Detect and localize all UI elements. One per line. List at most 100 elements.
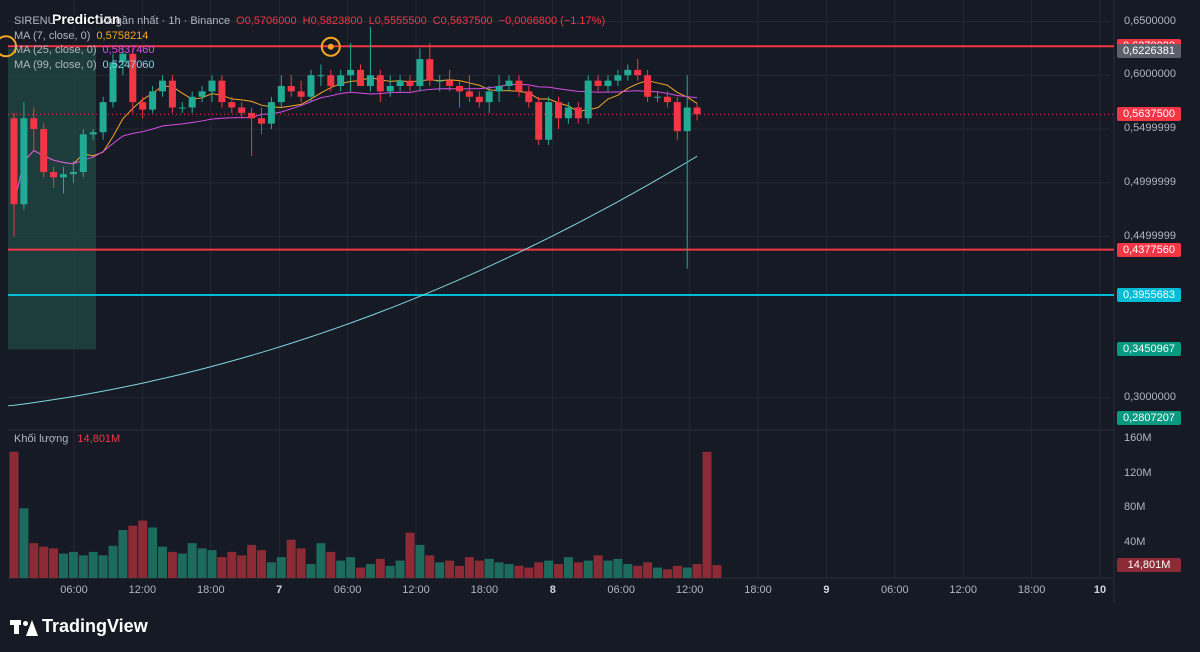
candle-body — [159, 80, 166, 92]
volume-bar — [336, 560, 346, 578]
candle-body — [604, 80, 612, 86]
volume-bar — [247, 544, 257, 578]
candle-body — [20, 118, 28, 205]
price-tag: 0,5637500 — [1117, 107, 1181, 122]
candle-body — [624, 69, 632, 76]
candle-body — [555, 102, 562, 119]
tradingview-logo-icon — [10, 618, 38, 636]
volume-bar — [375, 558, 385, 578]
volume-value: 14,801M — [77, 433, 121, 445]
event-marker-dot — [327, 43, 334, 50]
volume-bar — [603, 560, 613, 578]
indicator-ma25[interactable]: MA (25, close, 0) 0,5837460 — [14, 43, 605, 58]
time-axis-label: 06:00 — [881, 584, 909, 596]
ma25-line — [13, 83, 698, 205]
time-axis-label: 06:00 — [607, 584, 635, 596]
tradingview-logo[interactable]: TradingView — [10, 616, 148, 637]
volume-bar — [257, 550, 266, 578]
price-axis-label: 0,6000000 — [1124, 68, 1176, 81]
brand-text: TradingView — [42, 616, 148, 636]
volume-bar — [9, 451, 19, 578]
volume-bar — [494, 562, 504, 578]
candle-body — [109, 62, 117, 103]
volume-bar — [266, 562, 276, 578]
volume-bar — [692, 564, 702, 578]
volume-bar — [504, 564, 514, 578]
time-axis-label: 7 — [276, 584, 283, 596]
candle-body — [218, 80, 226, 103]
volume-bar — [455, 565, 464, 578]
price-axis-label: 0,5499999 — [1124, 122, 1176, 134]
time-axis-label: 12:00 — [675, 584, 704, 596]
interval-text: Giá gần nhất · 1h · Binance — [95, 15, 231, 27]
candle-body — [644, 75, 652, 97]
candle-body — [485, 91, 493, 103]
volume-bar — [435, 562, 445, 578]
candle-body — [40, 129, 48, 172]
volume-bar — [395, 560, 405, 578]
volume-bar — [108, 545, 118, 578]
candle-body — [119, 53, 127, 63]
volume-bar — [167, 551, 177, 578]
candle-body — [69, 172, 77, 175]
volume-bar — [633, 565, 643, 578]
volume-axis-label: 160M — [1124, 431, 1152, 444]
candle-body — [505, 80, 513, 86]
ohlc-change: −0,0066800 (−1.17%) — [498, 15, 606, 27]
time-axis-label: 12:00 — [128, 584, 157, 596]
volume-bar — [544, 560, 554, 578]
indicator-ma99[interactable]: MA (99, close, 0) 0,5247060 — [14, 58, 605, 73]
candle-body — [614, 75, 622, 81]
price-tag: 0,6226381 — [1117, 43, 1181, 58]
candle-body — [396, 80, 404, 86]
price-tag: 0,3450967 — [1117, 342, 1181, 357]
ohlc-high: H0,5823800 — [302, 15, 363, 27]
candle-body — [564, 107, 572, 119]
volume-bar — [484, 558, 494, 578]
candle-body — [208, 80, 216, 92]
candle-body — [357, 69, 364, 86]
time-axis-label: 18:00 — [744, 584, 772, 596]
volume-bar — [356, 567, 365, 578]
candle-body — [168, 80, 176, 108]
volume-bar — [623, 564, 633, 578]
candle-body — [406, 80, 414, 86]
time-axis-label: 06:00 — [60, 584, 88, 596]
volume-bar — [197, 548, 207, 578]
volume-axis-label: 40M — [1124, 536, 1146, 549]
symbol-row: SIRENU Giá gần nhất · 1h · Binance O0,57… — [14, 14, 605, 29]
candle-body — [545, 102, 553, 140]
indicator-ma7[interactable]: MA (7, close, 0) 0,5758214 — [14, 29, 605, 44]
volume-bar — [187, 543, 197, 578]
candle-body — [30, 118, 38, 129]
prediction-label: Prediction — [52, 11, 121, 27]
volume-legend[interactable]: Khối lượng 14,801M — [14, 433, 120, 445]
candle-body — [99, 102, 107, 133]
candle-body — [426, 59, 434, 81]
candle-body — [475, 96, 483, 103]
volume-bar — [563, 557, 573, 578]
price-tag: 0,2807207 — [1117, 411, 1181, 426]
symbol-name[interactable]: SIRENU — [14, 15, 56, 27]
volume-bar — [643, 562, 653, 578]
ma7-line — [13, 77, 698, 205]
time-axis-label: 12:00 — [402, 584, 430, 596]
price-axis-label: 0,6500000 — [1124, 14, 1176, 27]
volume-bar — [554, 564, 563, 578]
candle-body — [663, 96, 671, 103]
volume-bar — [237, 555, 247, 578]
volume-bar — [445, 560, 455, 578]
indicator-value: 0,5837460 — [102, 44, 155, 56]
volume-bar — [217, 557, 227, 578]
candle-body — [228, 102, 236, 108]
candle-body — [307, 75, 315, 97]
volume-bar — [415, 544, 425, 578]
volume-bar — [78, 555, 88, 578]
volume-bar — [19, 508, 29, 578]
volume-bar — [474, 560, 484, 578]
volume-bar — [59, 553, 68, 578]
indicator-label: MA (99, close, 0) — [14, 58, 97, 71]
time-axis-label: 18:00 — [197, 584, 225, 596]
